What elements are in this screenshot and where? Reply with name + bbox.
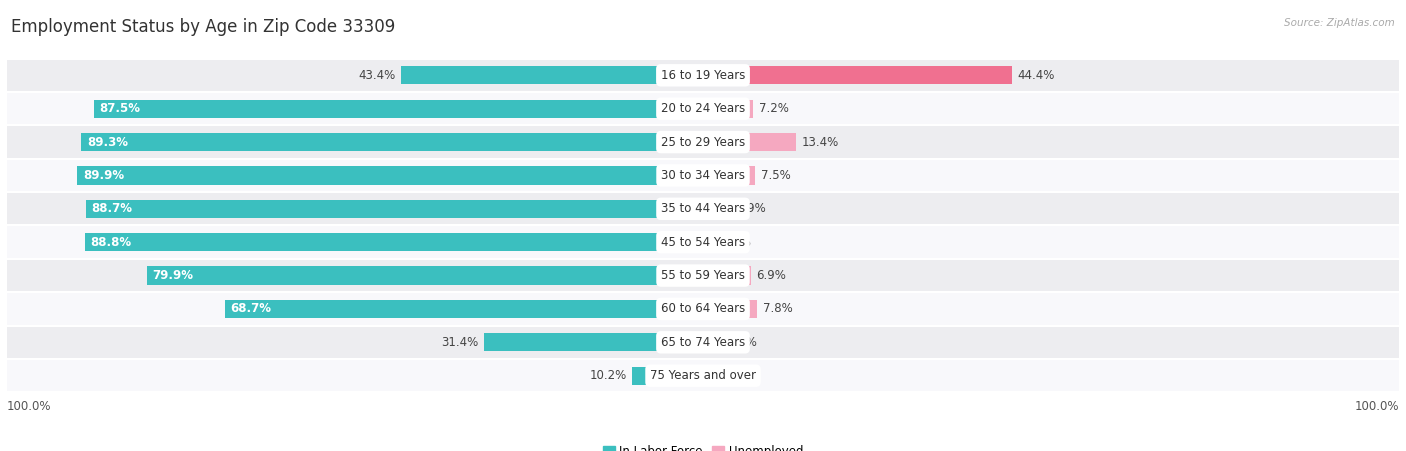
Bar — [86, 200, 703, 218]
Bar — [703, 333, 721, 351]
Text: 20 to 24 Years: 20 to 24 Years — [661, 102, 745, 115]
Legend: In Labor Force, Unemployed: In Labor Force, Unemployed — [600, 442, 806, 451]
Text: 60 to 64 Years: 60 to 64 Years — [661, 303, 745, 315]
Bar — [703, 100, 754, 118]
Bar — [703, 166, 755, 184]
Bar — [703, 300, 758, 318]
Text: Employment Status by Age in Zip Code 33309: Employment Status by Age in Zip Code 333… — [11, 18, 395, 36]
Bar — [7, 259, 1399, 292]
Text: 1.9%: 1.9% — [721, 236, 752, 249]
Text: 55 to 59 Years: 55 to 59 Years — [661, 269, 745, 282]
Bar — [146, 267, 703, 285]
Text: 10.2%: 10.2% — [589, 369, 627, 382]
Text: 45 to 54 Years: 45 to 54 Years — [661, 236, 745, 249]
Text: 7.2%: 7.2% — [759, 102, 789, 115]
Text: Source: ZipAtlas.com: Source: ZipAtlas.com — [1284, 18, 1395, 28]
Bar — [7, 326, 1399, 359]
Text: 31.4%: 31.4% — [441, 336, 479, 349]
Text: 3.9%: 3.9% — [735, 202, 765, 215]
Bar — [7, 359, 1399, 392]
Bar — [485, 333, 703, 351]
Text: 88.8%: 88.8% — [90, 236, 132, 249]
Text: 89.3%: 89.3% — [87, 136, 128, 148]
Text: 100.0%: 100.0% — [1354, 400, 1399, 413]
Text: 16 to 19 Years: 16 to 19 Years — [661, 69, 745, 82]
Bar — [703, 200, 730, 218]
Bar — [7, 192, 1399, 226]
Bar — [82, 133, 703, 151]
Text: 44.4%: 44.4% — [1018, 69, 1054, 82]
Bar — [401, 66, 703, 84]
Text: 35 to 44 Years: 35 to 44 Years — [661, 202, 745, 215]
Bar — [703, 233, 716, 251]
Bar — [633, 367, 703, 385]
Text: 87.5%: 87.5% — [100, 102, 141, 115]
Bar — [225, 300, 703, 318]
Text: 13.4%: 13.4% — [801, 136, 839, 148]
Text: 65 to 74 Years: 65 to 74 Years — [661, 336, 745, 349]
Bar — [703, 267, 751, 285]
Text: 25 to 29 Years: 25 to 29 Years — [661, 136, 745, 148]
Text: 68.7%: 68.7% — [231, 303, 271, 315]
Bar — [703, 66, 1012, 84]
Text: 88.7%: 88.7% — [91, 202, 132, 215]
Bar — [7, 292, 1399, 326]
Text: 89.9%: 89.9% — [83, 169, 124, 182]
Bar — [77, 166, 703, 184]
Text: 0.0%: 0.0% — [709, 369, 738, 382]
Bar — [84, 233, 703, 251]
Bar — [94, 100, 703, 118]
Text: 75 Years and over: 75 Years and over — [650, 369, 756, 382]
Bar — [7, 92, 1399, 125]
Text: 30 to 34 Years: 30 to 34 Years — [661, 169, 745, 182]
Text: 100.0%: 100.0% — [7, 400, 52, 413]
Text: 7.8%: 7.8% — [763, 303, 793, 315]
Bar — [703, 133, 796, 151]
Text: 43.4%: 43.4% — [359, 69, 395, 82]
Bar — [7, 226, 1399, 259]
Bar — [7, 59, 1399, 92]
Text: 7.5%: 7.5% — [761, 169, 790, 182]
Text: 6.9%: 6.9% — [756, 269, 786, 282]
Text: 2.6%: 2.6% — [727, 336, 756, 349]
Bar — [7, 125, 1399, 159]
Text: 79.9%: 79.9% — [152, 269, 194, 282]
Bar — [7, 159, 1399, 192]
